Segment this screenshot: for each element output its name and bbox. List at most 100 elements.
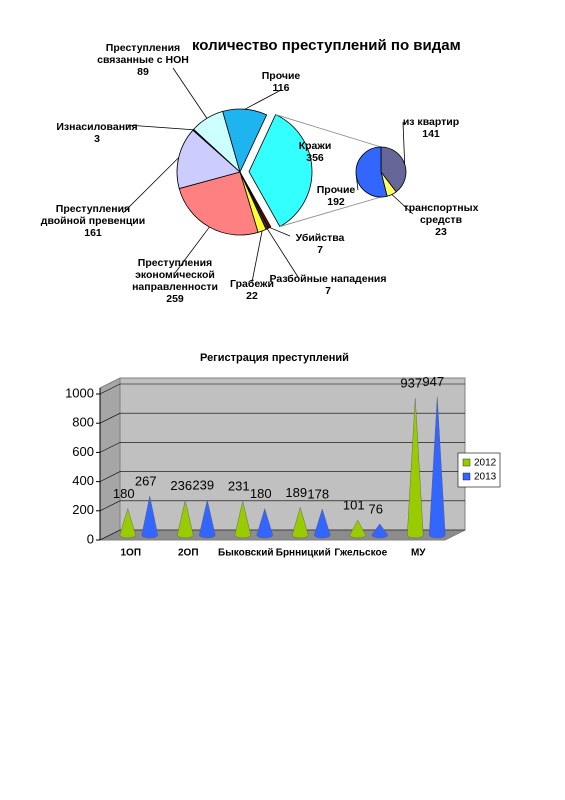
slice-name: Разбойные нападения xyxy=(269,273,387,285)
slice-label: Изнасилования 3 xyxy=(38,121,156,145)
grid-line xyxy=(99,529,465,541)
leader-line xyxy=(266,228,299,278)
leader-line xyxy=(269,227,291,237)
cone xyxy=(407,398,424,539)
slice-value: 23 xyxy=(435,226,447,238)
slice-label: Преступления двойной превенции 161 xyxy=(34,203,152,239)
slice-value: 141 xyxy=(422,128,440,140)
value-label: 180 xyxy=(250,486,272,501)
slice-name: Прочие xyxy=(316,184,356,196)
slice-name: транспортных средств xyxy=(403,202,479,226)
slice-value: 3 xyxy=(94,133,100,145)
legend-swatch xyxy=(462,458,471,467)
leader-line xyxy=(126,124,194,131)
y-tick-label: 200 xyxy=(72,502,94,517)
value-label: 180 xyxy=(113,486,135,501)
cone xyxy=(371,523,388,539)
slice-name: Грабежи xyxy=(230,278,274,290)
leader-line xyxy=(402,121,406,164)
pie-title: количество преступлений по видам xyxy=(192,37,461,54)
pie-slice xyxy=(222,108,268,174)
slice-name: Преступления экономической направленност… xyxy=(132,257,218,293)
slice-name: Преступления двойной превенции xyxy=(40,203,146,227)
slice-value: 116 xyxy=(272,82,290,94)
leader-line xyxy=(244,89,282,110)
leader-line xyxy=(172,67,208,119)
grid-line xyxy=(99,383,465,395)
value-label: 76 xyxy=(369,501,383,516)
slice-label: Преступления связанные с НОН 89 xyxy=(84,42,202,78)
slice-name: Изнасилования xyxy=(56,121,138,133)
slice-name: Преступления связанные с НОН xyxy=(97,42,189,66)
pie-slice xyxy=(176,129,241,190)
grid-line xyxy=(99,442,465,453)
cone xyxy=(256,508,273,539)
side-wall xyxy=(99,377,121,541)
cone xyxy=(119,508,136,539)
legend-label: 2012 xyxy=(474,458,497,469)
slice-label: Разбойные нападения 7 xyxy=(269,273,387,297)
value-label: 231 xyxy=(228,479,250,494)
slice-label: из квартир 141 xyxy=(372,116,490,140)
slice-name: Прочие xyxy=(261,70,301,82)
slice-name: из квартир xyxy=(402,116,460,128)
value-label: 101 xyxy=(343,498,365,513)
bar-title: Регистрация преступлений xyxy=(200,352,349,364)
legend-label: 2013 xyxy=(474,472,497,483)
pie-slice xyxy=(380,146,407,193)
value-label: 267 xyxy=(135,473,157,488)
y-tick-label: 600 xyxy=(72,444,94,459)
slice-value: 7 xyxy=(325,285,331,297)
slice-label: Кражи 356 xyxy=(256,140,374,164)
slice-value: 89 xyxy=(137,66,149,78)
slice-value: 192 xyxy=(327,196,345,208)
connector xyxy=(275,114,382,148)
x-tick-label: 2ОП xyxy=(178,548,199,559)
y-tick-label: 1000 xyxy=(65,385,94,400)
cone xyxy=(314,508,331,539)
legend xyxy=(457,452,501,488)
connector xyxy=(279,196,382,227)
leader-line xyxy=(391,194,414,215)
x-tick-label: Гжельское xyxy=(334,548,387,559)
slice-value: 161 xyxy=(84,227,102,239)
legend-swatch xyxy=(462,472,471,481)
value-label: 189 xyxy=(285,485,307,500)
x-tick-label: 1ОП xyxy=(120,548,141,559)
grid-line xyxy=(99,500,465,512)
slice-label: Убийства 7 xyxy=(261,232,379,256)
y-tick-label: 400 xyxy=(72,473,94,488)
value-label: 178 xyxy=(307,486,329,501)
grid-line xyxy=(99,412,465,424)
slice-value: 259 xyxy=(166,293,184,305)
cone xyxy=(349,519,366,539)
cone xyxy=(234,501,251,539)
y-tick-label: 800 xyxy=(72,415,94,430)
value-label: 236 xyxy=(170,478,192,493)
cone xyxy=(177,500,194,539)
value-label: 937 xyxy=(400,376,422,391)
pie-slice xyxy=(248,114,313,228)
cone xyxy=(141,495,158,539)
value-label: 947 xyxy=(422,374,444,389)
slice-label: Прочие 192 xyxy=(277,184,395,208)
x-tick-label: Брнницкий xyxy=(276,548,331,559)
cone xyxy=(199,500,216,539)
y-tick-label: 0 xyxy=(87,531,94,546)
leader-line xyxy=(174,226,210,274)
value-label: 239 xyxy=(192,478,214,493)
cone xyxy=(429,396,446,539)
slice-value: 7 xyxy=(317,244,323,256)
cone xyxy=(292,506,309,539)
slice-label: Преступления экономической направленност… xyxy=(116,257,234,305)
slice-label: Грабежи 22 xyxy=(193,278,311,302)
x-tick-label: Быковский xyxy=(218,548,273,559)
leader-line xyxy=(251,230,263,283)
leader-line xyxy=(355,175,359,191)
x-tick-label: МУ xyxy=(411,548,426,559)
leader-line xyxy=(122,157,179,214)
slice-label: Прочие 116 xyxy=(222,70,340,94)
slice-value: 356 xyxy=(306,152,324,164)
